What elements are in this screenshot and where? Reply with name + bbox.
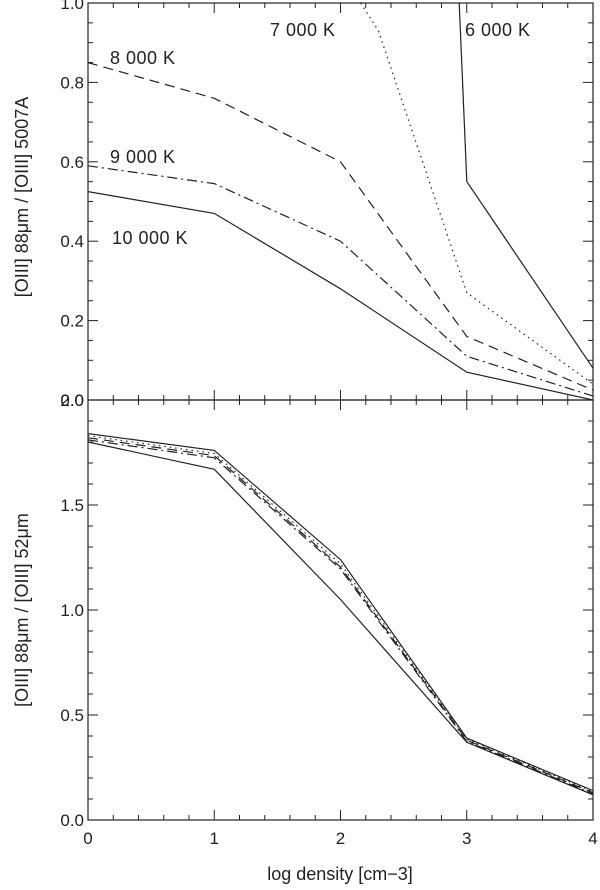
- top-labels: 0.0 0.2 0.4 0.6 0.8 1.0: [60, 0, 84, 410]
- series-label-7000k: 7 000 K: [270, 20, 336, 40]
- bottom-series-line-dotted: [88, 435, 593, 793]
- top-series: [88, 3, 593, 400]
- x-tick-label: 2: [336, 829, 345, 848]
- bottom-y-axis-label: [OIII] 88μm / [OIII] 52μm: [12, 513, 32, 707]
- y-tick-label: 0.0: [60, 391, 84, 410]
- y-tick-label: 1.5: [60, 496, 84, 515]
- x-tick-label: 0: [83, 829, 92, 848]
- bottom-series-line-solid: [88, 433, 593, 792]
- x-tick-label: 1: [210, 829, 219, 848]
- y-tick-label: 0.2: [60, 312, 84, 331]
- top-ticks: [87, 2, 594, 401]
- y-tick-label: 1.0: [60, 601, 84, 620]
- x-tick-label: 3: [462, 829, 471, 848]
- top-series-line-dotted: [360, 3, 593, 385]
- bottom-series-line-dashdot: [88, 439, 593, 795]
- y-tick-label: 0.6: [60, 153, 84, 172]
- top-series-line-solid: [88, 191, 593, 400]
- top-series-line-dashed: [88, 62, 593, 391]
- top-panel: 0.0 0.2 0.4 0.6 0.8 1.0 [OIII] 88μm / [OIII] …: [12, 0, 594, 410]
- y-tick-label: 2.0: [60, 391, 84, 410]
- y-tick-label: 0.8: [60, 73, 84, 92]
- top-y-axis-label: [OIII] 88μm / [OIII] 5007A: [12, 97, 32, 297]
- y-tick-label: 0.4: [60, 232, 84, 251]
- bottom-series-line-dashed: [88, 437, 593, 794]
- bottom-ticks: [87, 399, 594, 821]
- series-label-6000k: 6 000 K: [465, 20, 531, 40]
- bottom-series: [88, 433, 593, 796]
- series-label-8000k: 8 000 K: [110, 48, 176, 68]
- bottom-series-line-solid: [88, 441, 593, 796]
- y-tick-label: 1.0: [60, 0, 84, 13]
- y-tick-label: 0.5: [60, 706, 84, 725]
- bottom-plot-frame: [87, 399, 594, 821]
- x-axis-label: log density [cm−3]: [267, 864, 413, 884]
- bottom-panel: 0.0 0.5 1.0 1.5 2.0 0 1 2 3 4 [OIII] 88μm / [OIII…: [12, 391, 598, 884]
- x-tick-label: 4: [588, 829, 597, 848]
- bottom-labels: 0.0 0.5 1.0 1.5 2.0 0 1 2 3 4: [60, 391, 597, 848]
- series-label-9000k: 9 000 K: [110, 147, 176, 167]
- series-label-10000k: 10 000 K: [112, 228, 188, 248]
- top-series-line-solid: [458, 3, 593, 369]
- top-series-line-dashdot: [88, 165, 593, 397]
- y-tick-label: 0.0: [60, 811, 84, 830]
